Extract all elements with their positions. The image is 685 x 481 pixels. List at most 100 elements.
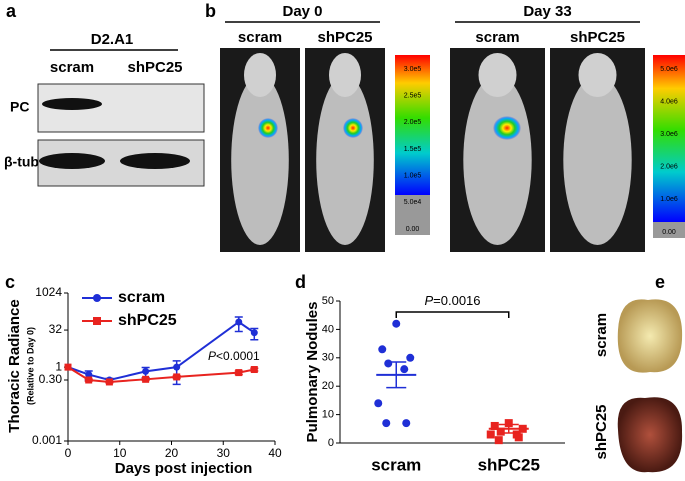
band: [39, 153, 105, 169]
legend-label: scram: [118, 289, 165, 306]
mouse: [231, 75, 289, 245]
point: [384, 359, 393, 368]
y-axis-label: Thoracic Radiance: [6, 299, 23, 432]
legend-marker: [93, 294, 101, 302]
point: [173, 363, 181, 371]
row-label: shPC25: [593, 404, 610, 459]
point: [392, 319, 401, 328]
mouse-head: [244, 53, 276, 97]
point: [486, 430, 495, 439]
y-tick-label: 1: [55, 359, 62, 373]
panel-label: c: [5, 272, 15, 292]
point: [85, 371, 93, 379]
point: [142, 375, 150, 383]
lung: [617, 397, 683, 473]
y-tick-label: 0.001: [32, 433, 62, 447]
y-tick-label: 40: [322, 323, 334, 335]
blot: [37, 83, 205, 133]
legend-label: shPC25: [118, 312, 177, 329]
point: [490, 421, 499, 430]
lane-label: shPC25: [317, 29, 372, 46]
lane-label: shPC25: [127, 59, 182, 76]
point: [250, 329, 258, 337]
point: [406, 353, 415, 362]
row-label: β-tub: [4, 154, 39, 170]
scale-label: 0.00: [406, 226, 420, 233]
point: [235, 318, 243, 326]
point: [400, 365, 409, 374]
y-tick-label: 50: [322, 295, 334, 307]
point: [504, 419, 513, 428]
scale-label: 1.5e5: [404, 146, 422, 153]
scale-label: 3.0e5: [404, 66, 422, 73]
y-tick-label: 10: [322, 409, 334, 421]
scale-label: 1.0e6: [660, 196, 678, 203]
band: [120, 153, 190, 169]
scale-label: 2.0e6: [660, 164, 678, 171]
panel-label: d: [295, 272, 306, 292]
error-bar: [386, 361, 407, 389]
color-bar-floor: [395, 195, 430, 235]
mouse-head: [329, 53, 361, 97]
mouse: [316, 75, 374, 245]
row-label: scram: [593, 313, 610, 357]
x-tick-label: scram: [371, 455, 421, 474]
color-bar: [395, 55, 430, 195]
x-tick-label: 0: [65, 446, 72, 460]
point: [382, 419, 391, 428]
point: [64, 363, 72, 371]
lane-label: scram: [238, 29, 282, 46]
row-label: PC: [10, 99, 29, 115]
point: [235, 369, 243, 377]
lane-label: scram: [50, 59, 94, 76]
band: [42, 98, 102, 110]
panel-label: a: [6, 1, 17, 21]
y-tick-label: 20: [322, 380, 334, 392]
cell-line: D2.A1: [91, 31, 134, 48]
mouse: [463, 75, 532, 245]
scale-label: 2.0e5: [404, 119, 422, 126]
x-tick-label: shPC25: [478, 455, 540, 474]
point: [378, 345, 387, 354]
x-tick-label: 40: [268, 446, 282, 460]
point: [496, 427, 505, 436]
error-bar: [498, 423, 519, 434]
scale-label: 1.0e5: [404, 173, 422, 180]
annotation-italic: P: [208, 349, 216, 363]
point: [142, 367, 150, 375]
group-title: Day 33: [523, 3, 571, 20]
annotation-text: =0.0016: [433, 293, 480, 308]
annotation-text: <0.0001: [216, 349, 260, 363]
color-bar: [653, 55, 685, 222]
panel-label: e: [655, 272, 665, 292]
y-axis-label: Pulmonary Nodules: [304, 302, 321, 443]
annotation: P<0.0001: [208, 349, 260, 363]
y-tick-label: 30: [322, 352, 334, 364]
scale-label: 5.0e6: [660, 66, 678, 73]
x-tick-label: 10: [113, 446, 127, 460]
point: [173, 373, 181, 381]
y-tick-label: 32: [49, 322, 63, 336]
scale-label: 3.0e6: [660, 131, 678, 138]
point: [250, 366, 258, 374]
point: [374, 399, 383, 408]
lane-label: scram: [475, 29, 519, 46]
lane-label: shPC25: [570, 29, 625, 46]
scale-label: 0.00: [662, 229, 676, 236]
legend-marker: [93, 317, 101, 325]
signal: [258, 118, 278, 138]
point: [494, 436, 503, 445]
annotation: P=0.0016: [424, 293, 480, 308]
scale-label: 2.5e5: [404, 93, 422, 100]
signal: [493, 116, 521, 140]
mouse-head: [478, 53, 517, 97]
annotation-italic: P: [424, 293, 433, 308]
group-title: Day 0: [282, 3, 322, 20]
x-tick-label: 20: [165, 446, 179, 460]
y-tick-label: 0.30: [39, 372, 63, 386]
x-axis-label: Days post injection: [115, 460, 253, 477]
panel-label: b: [205, 1, 216, 21]
mouse: [563, 75, 632, 245]
signal: [343, 118, 363, 138]
